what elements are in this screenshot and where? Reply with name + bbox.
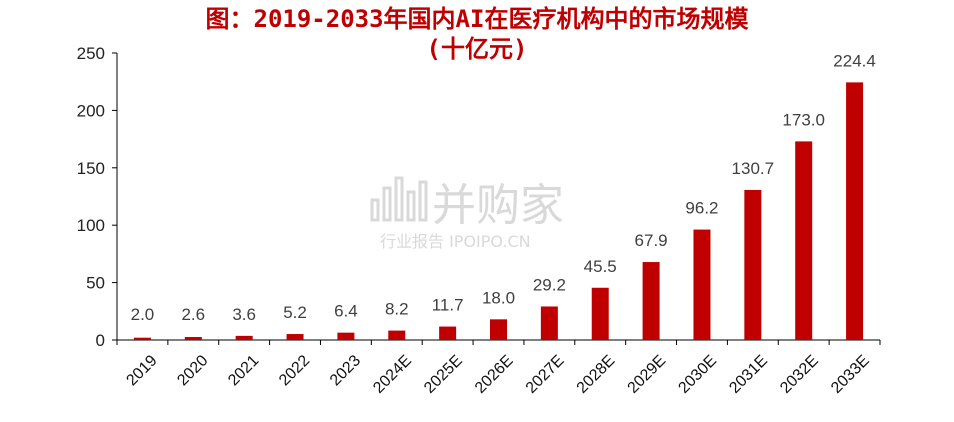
y-tick-label: 50 <box>86 274 105 293</box>
category-label-2030E: 2030E <box>675 352 720 397</box>
data-label-2026E: 18.0 <box>482 288 515 307</box>
category-label-2025E: 2025E <box>421 352 466 397</box>
category-label-2023: 2023 <box>327 352 364 389</box>
bar-2025E <box>439 326 457 340</box>
data-label-2031E: 130.7 <box>732 159 775 178</box>
bar-2023 <box>337 332 355 340</box>
watermark: 并购家 行业报告 IPOIPO.CN <box>370 176 564 251</box>
bar-2022 <box>286 334 304 340</box>
data-label-2020: 2.6 <box>181 305 205 324</box>
data-label-2033E: 224.4 <box>833 51 876 70</box>
category-label-2027E: 2027E <box>523 352 568 397</box>
watermark-text: 并购家 <box>432 180 564 231</box>
bar-2031E <box>744 189 762 340</box>
category-label-2028E: 2028E <box>574 352 619 397</box>
y-tick-label: 200 <box>77 101 105 120</box>
bar-2029E <box>642 262 660 340</box>
data-label-2023: 6.4 <box>334 302 358 321</box>
chart-subtitle: (十亿元) <box>426 35 528 63</box>
category-label-2022: 2022 <box>276 352 313 389</box>
category-label-2020: 2020 <box>174 352 211 389</box>
y-tick-label: 250 <box>77 44 105 63</box>
data-label-2024E: 8.2 <box>385 300 409 319</box>
category-label-2026E: 2026E <box>472 352 517 397</box>
category-label-2033E: 2033E <box>828 352 873 397</box>
data-label-2021: 3.6 <box>232 305 256 324</box>
bar-2027E <box>540 306 558 340</box>
bar-2028E <box>591 287 609 340</box>
watermark-subtext: 行业报告 IPOIPO.CN <box>380 232 531 251</box>
data-label-2027E: 29.2 <box>533 275 566 294</box>
category-label-2029E: 2029E <box>625 352 670 397</box>
bar-2021 <box>235 335 253 340</box>
y-tick-label: 0 <box>96 331 105 350</box>
axes: 0 50 100 150 200 250 <box>77 44 881 350</box>
y-tick-label: 100 <box>77 216 105 235</box>
category-labels: 2019 2020 2021 2022 2023 2024E 2025E 2026E 2027E… <box>123 352 872 397</box>
watermark-logo-icon <box>370 176 428 222</box>
data-label-2022: 5.2 <box>283 303 307 322</box>
bar-2032E <box>795 141 813 340</box>
category-label-2032E: 2032E <box>777 352 822 397</box>
chart-title: 图：2019-2033年国内AI在医疗机构中的市场规模 (十亿元) <box>0 4 954 64</box>
y-tick-label: 150 <box>77 159 105 178</box>
data-label-2025E: 11.7 <box>432 296 464 315</box>
category-label-2031E: 2031E <box>726 352 771 397</box>
data-label-2028E: 45.5 <box>584 257 617 276</box>
data-label-2032E: 173.0 <box>782 110 825 129</box>
bar-2019 <box>133 337 151 340</box>
bar-2033E <box>846 82 864 341</box>
bar-2026E <box>490 319 507 340</box>
data-labels: 2.0 2.6 3.6 5.2 6.4 8.2 11.7 18.0 29.2 45.5 67.9 96… <box>131 51 876 324</box>
chart-title-main: 图：2019-2033年国内AI在医疗机构中的市场规模 <box>205 5 749 33</box>
data-label-2029E: 67.9 <box>635 231 668 250</box>
bars <box>133 82 864 341</box>
data-label-2030E: 96.2 <box>685 199 718 218</box>
data-label-2019: 2.0 <box>131 305 155 324</box>
category-label-2021: 2021 <box>225 352 262 389</box>
bar-2024E <box>388 330 406 340</box>
bar-2020 <box>184 337 202 340</box>
category-label-2024E: 2024E <box>370 352 415 397</box>
category-label-2019: 2019 <box>123 352 160 389</box>
bar-2030E <box>693 229 711 340</box>
